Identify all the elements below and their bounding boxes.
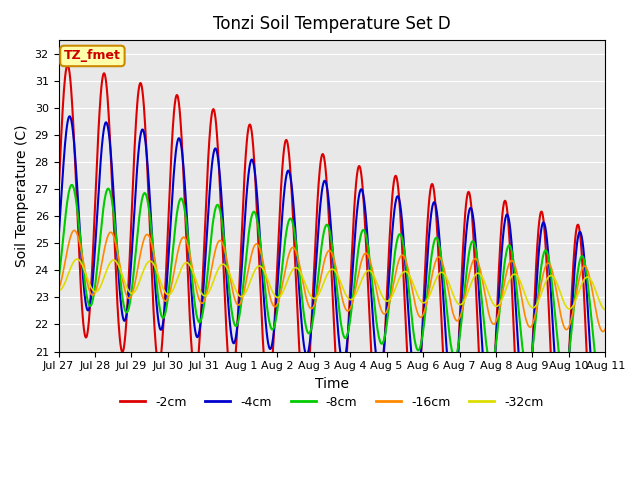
-2cm (283, 137, 291, 143)
-8cm (68, 182, 76, 188)
-2cm (54, 192, 62, 197)
Y-axis label: Soil Temperature (C): Soil Temperature (C) (15, 125, 29, 267)
-4cm (283, 171, 291, 177)
Text: TZ_fmet: TZ_fmet (64, 49, 121, 62)
-8cm (269, 325, 277, 331)
-4cm (602, 365, 609, 371)
-32cm (54, 287, 62, 293)
-4cm (553, 388, 561, 394)
-16cm (602, 326, 609, 332)
-16cm (54, 287, 62, 292)
-4cm (54, 237, 62, 243)
-2cm (506, 246, 514, 252)
Line: -4cm: -4cm (58, 116, 605, 429)
-32cm (506, 276, 514, 282)
-16cm (506, 259, 514, 265)
-4cm (66, 113, 74, 119)
Legend: -2cm, -4cm, -8cm, -16cm, -32cm: -2cm, -4cm, -8cm, -16cm, -32cm (115, 391, 548, 414)
-8cm (602, 356, 609, 362)
Line: -32cm: -32cm (58, 259, 605, 310)
-2cm (64, 62, 72, 68)
-32cm (269, 290, 277, 296)
-8cm (176, 197, 184, 203)
-32cm (553, 281, 561, 287)
-16cm (283, 260, 291, 266)
-32cm (283, 280, 291, 286)
-32cm (416, 297, 424, 303)
-16cm (416, 314, 424, 320)
-32cm (74, 256, 81, 262)
Line: -16cm: -16cm (58, 230, 605, 332)
-2cm (553, 475, 561, 480)
-32cm (602, 307, 609, 313)
-2cm (416, 372, 424, 378)
-16cm (176, 241, 184, 247)
Line: -2cm: -2cm (58, 65, 605, 480)
Line: -8cm: -8cm (58, 185, 605, 379)
-16cm (599, 329, 607, 335)
Title: Tonzi Soil Temperature Set D: Tonzi Soil Temperature Set D (213, 15, 451, 33)
-8cm (596, 376, 604, 382)
-16cm (269, 303, 277, 309)
-32cm (176, 270, 184, 276)
-2cm (176, 108, 184, 113)
X-axis label: Time: Time (315, 377, 349, 391)
-2cm (602, 367, 609, 373)
-4cm (416, 360, 424, 365)
-16cm (70, 228, 78, 233)
-2cm (269, 339, 277, 345)
-16cm (553, 292, 561, 298)
-4cm (506, 224, 514, 230)
-8cm (506, 243, 514, 249)
-8cm (54, 277, 62, 283)
-4cm (595, 426, 602, 432)
-8cm (416, 345, 424, 350)
-8cm (553, 334, 561, 339)
-8cm (283, 227, 291, 232)
-4cm (269, 332, 277, 338)
-4cm (176, 136, 184, 142)
